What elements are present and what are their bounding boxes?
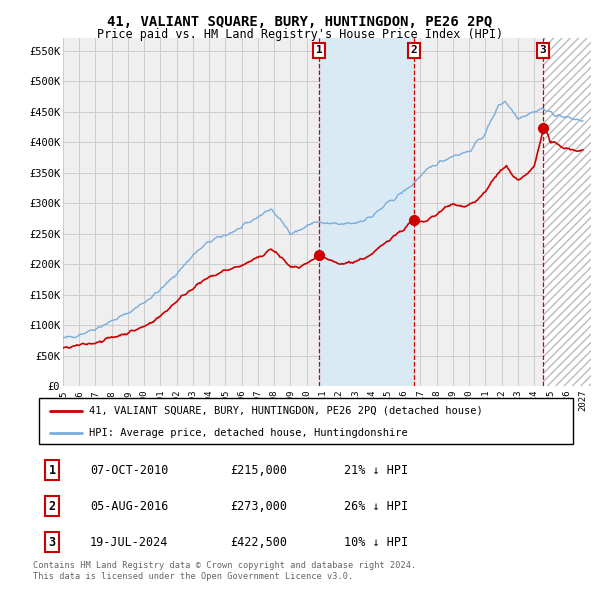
Text: £215,000: £215,000 (230, 464, 287, 477)
Bar (543, 38, 591, 386)
FancyBboxPatch shape (39, 398, 574, 444)
Text: 3: 3 (539, 45, 547, 55)
Text: £422,500: £422,500 (230, 536, 287, 549)
Text: 19-JUL-2024: 19-JUL-2024 (90, 536, 169, 549)
Text: Price paid vs. HM Land Registry's House Price Index (HPI): Price paid vs. HM Land Registry's House … (97, 28, 503, 41)
Text: 2: 2 (49, 500, 56, 513)
Text: 1: 1 (49, 464, 56, 477)
Text: Contains HM Land Registry data © Crown copyright and database right 2024.: Contains HM Land Registry data © Crown c… (33, 560, 416, 569)
Text: This data is licensed under the Open Government Licence v3.0.: This data is licensed under the Open Gov… (33, 572, 353, 581)
Text: 05-AUG-2016: 05-AUG-2016 (90, 500, 169, 513)
Text: 41, VALIANT SQUARE, BURY, HUNTINGDON, PE26 2PQ: 41, VALIANT SQUARE, BURY, HUNTINGDON, PE… (107, 15, 493, 29)
Text: 3: 3 (49, 536, 56, 549)
Text: 41, VALIANT SQUARE, BURY, HUNTINGDON, PE26 2PQ (detached house): 41, VALIANT SQUARE, BURY, HUNTINGDON, PE… (89, 405, 482, 415)
Text: 10% ↓ HPI: 10% ↓ HPI (344, 536, 408, 549)
Text: 26% ↓ HPI: 26% ↓ HPI (344, 500, 408, 513)
Text: 1: 1 (316, 45, 323, 55)
Bar (319, 38, 414, 386)
Text: £273,000: £273,000 (230, 500, 287, 513)
Text: 2: 2 (410, 45, 417, 55)
Text: HPI: Average price, detached house, Huntingdonshire: HPI: Average price, detached house, Hunt… (89, 428, 407, 438)
Text: 21% ↓ HPI: 21% ↓ HPI (344, 464, 408, 477)
Text: 07-OCT-2010: 07-OCT-2010 (90, 464, 169, 477)
